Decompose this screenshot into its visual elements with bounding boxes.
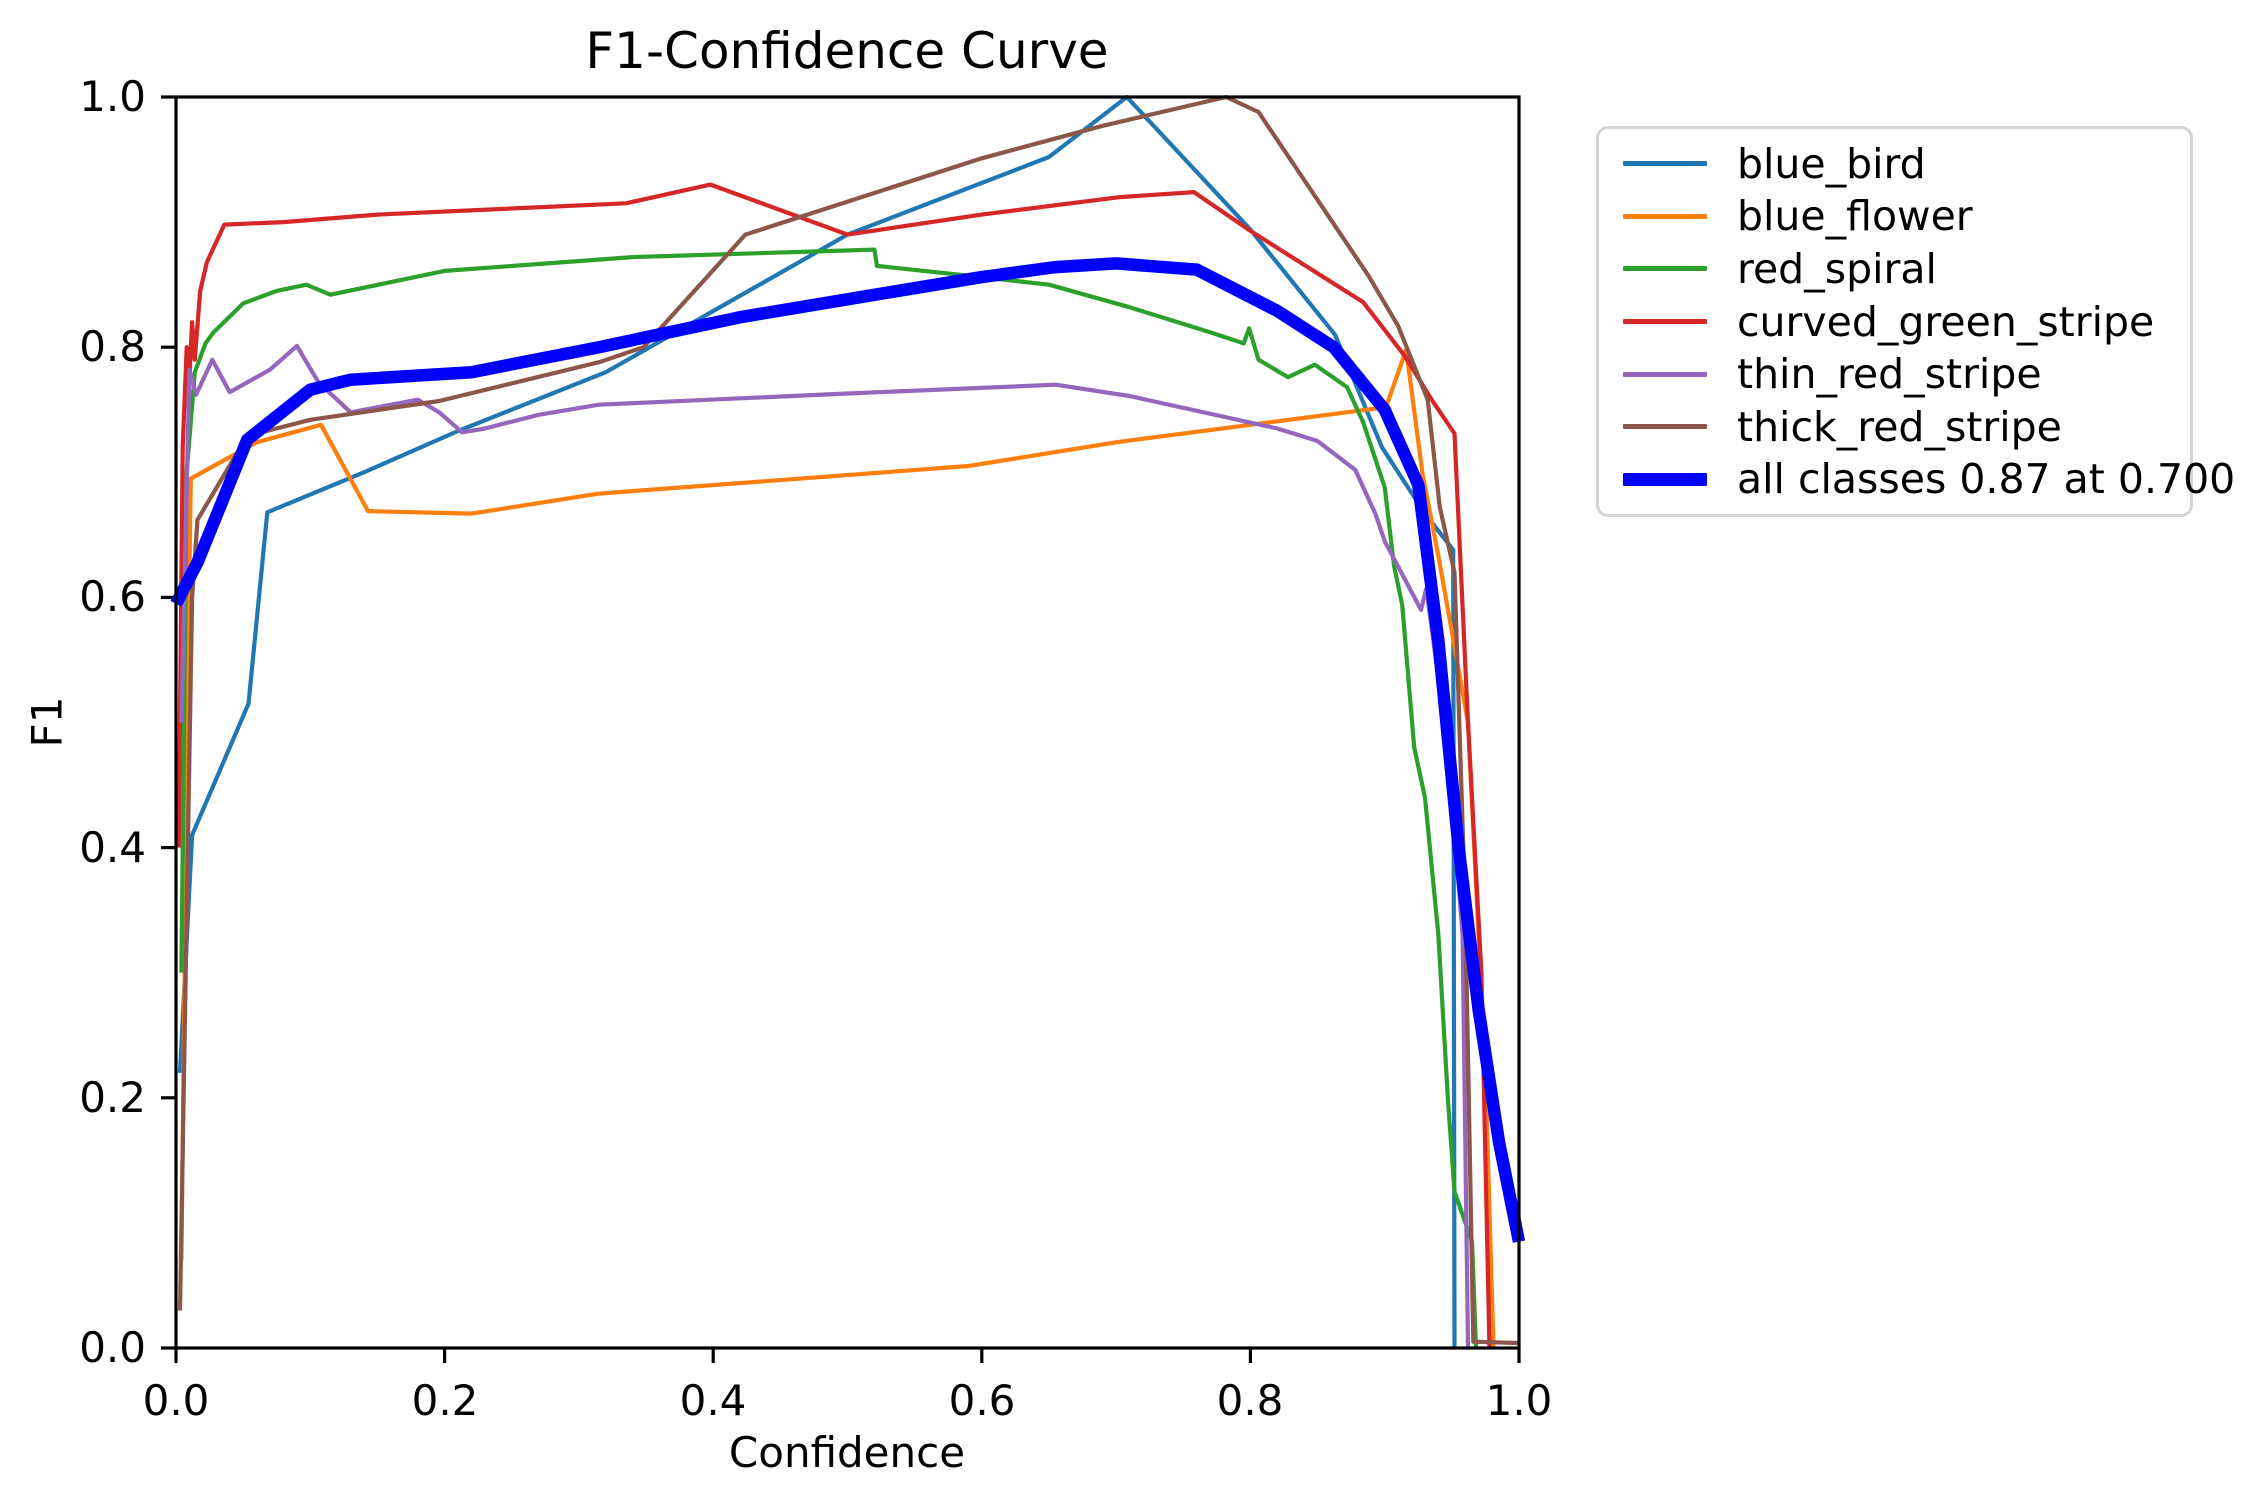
legend: blue_bird blue_flower red_spiral curved_gre…: [1596, 126, 2235, 517]
legend-label: blue_flower: [1737, 192, 1973, 241]
legend-label: all classes 0.87 at 0.700: [1737, 455, 2236, 504]
x-tick-label-3: 0.6: [948, 1376, 1016, 1425]
legend-item-curved-green-stripe: curved_green_stripe: [1613, 298, 2176, 346]
legend-item-thin-red-stripe: thin_red_stripe: [1613, 350, 2176, 398]
legend-label: thin_red_stripe: [1737, 350, 2042, 399]
series-line-blue-flower: [179, 347, 1496, 1349]
legend-line-swatch: [1623, 424, 1707, 430]
x-tick-label-0: 0.0: [142, 1376, 210, 1425]
series-line-blue-bird: [177, 94, 1457, 1349]
x-tick-label-2: 0.4: [679, 1376, 747, 1425]
legend-item-thick-red-stripe: thick_red_stripe: [1613, 403, 2176, 451]
x-tick-label-1: 0.2: [411, 1376, 479, 1425]
y-tick-label-0: 0.0: [79, 1323, 146, 1372]
y-tick-label-2: 0.4: [79, 823, 146, 872]
y-tick-label-4: 0.8: [79, 322, 146, 371]
legend-item-blue-flower: blue_flower: [1613, 192, 2176, 240]
legend-label: blue_bird: [1737, 139, 1926, 188]
legend-line-swatch: [1623, 472, 1707, 486]
legend-label: thick_red_stripe: [1737, 402, 2062, 451]
legend-line-swatch: [1623, 319, 1707, 324]
legend-label: red_spiral: [1737, 244, 1937, 293]
y-tick-label-1: 0.2: [79, 1073, 146, 1122]
legend-line-swatch: [1623, 161, 1707, 167]
series-line-curved-green-stripe: [176, 182, 1492, 1349]
x-tick-label-5: 1.0: [1485, 1376, 1553, 1425]
legend-line-swatch: [1623, 371, 1707, 377]
series-line-red-spiral: [179, 247, 1479, 1349]
x-axis-label: Confidence: [728, 1428, 966, 1477]
legend-item-all-classes-0-87-at-0-700: all classes 0.87 at 0.700: [1613, 455, 2235, 503]
chart-title: F1-Confidence Curve: [585, 22, 1109, 80]
x-tick-label-4: 0.8: [1216, 1376, 1284, 1425]
y-tick-label-5: 1.0: [79, 72, 146, 121]
series-line-thin-red-stripe: [179, 343, 1471, 1349]
y-tick-label-3: 0.6: [79, 572, 146, 621]
series-line-all-classes-0-87-at-0-700: [170, 257, 1526, 1243]
legend-line-swatch: [1623, 213, 1707, 219]
legend-line-swatch: [1623, 266, 1707, 272]
legend-item-red-spiral: red_spiral: [1613, 245, 2176, 293]
legend-label: curved_green_stripe: [1737, 297, 2155, 346]
legend-item-blue-bird: blue_bird: [1613, 140, 2176, 188]
y-axis-label: F1: [22, 696, 72, 748]
plot-border: [174, 95, 1521, 1350]
